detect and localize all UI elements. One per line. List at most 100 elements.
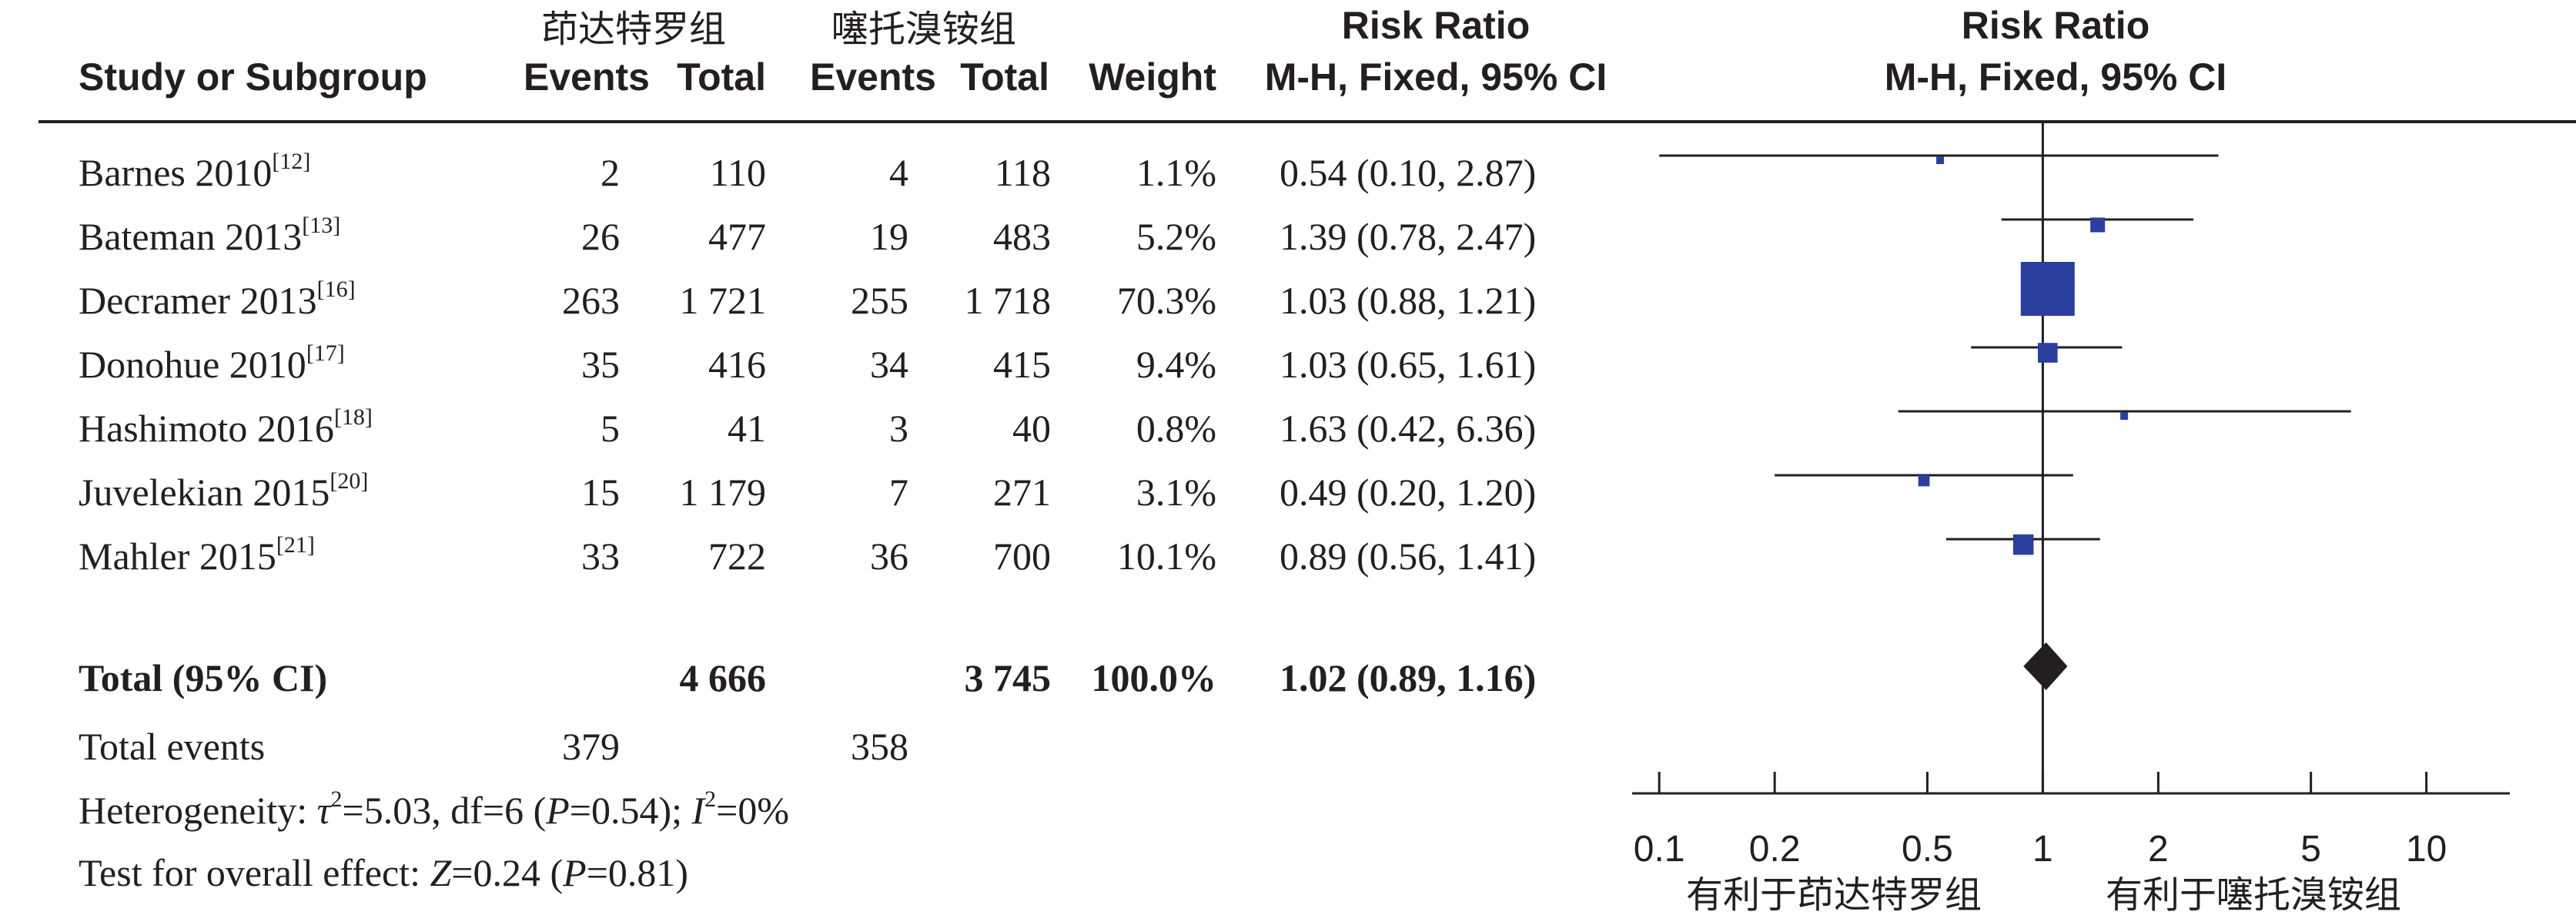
header-group1: 茚达特罗组 xyxy=(541,8,727,51)
study-reference: [20] xyxy=(330,468,369,494)
tau-sup: 2 xyxy=(330,786,343,812)
het-p-label: P xyxy=(546,789,570,832)
total-n2: 3 745 xyxy=(964,656,1052,699)
study-name-text: Donohue 2010 xyxy=(79,343,306,386)
study-reference: [13] xyxy=(302,213,341,238)
x-axis-tick-label: 0.1 xyxy=(1634,829,1685,870)
study-total2: 271 xyxy=(993,471,1051,514)
study-name-text: Mahler 2015 xyxy=(79,535,276,578)
total-n1: 4 666 xyxy=(679,656,767,699)
study-events1: 5 xyxy=(601,407,620,450)
study-total2: 700 xyxy=(993,535,1051,578)
z-label: Z xyxy=(430,851,452,894)
study-name: Barnes 2010[12] xyxy=(79,150,310,194)
study-name-text: Hashimoto 2016 xyxy=(79,407,334,450)
z-value: =0.24 ( xyxy=(451,851,564,894)
overall-p-value: =0.81) xyxy=(586,851,689,894)
overall-p-label: P xyxy=(563,851,587,894)
header-weight: Weight xyxy=(1089,55,1216,99)
x-axis-tick-label: 5 xyxy=(2300,829,2321,870)
study-events1: 263 xyxy=(562,279,620,322)
header-rr-title: Risk Ratio xyxy=(1341,4,1531,47)
study-total1: 41 xyxy=(728,407,766,450)
total-label: Total (95% CI) xyxy=(79,656,328,699)
header-rule xyxy=(38,120,2576,123)
study-effect-square xyxy=(2020,262,2075,316)
heterogeneity-line: Heterogeneity: τ2=5.03, df=6 (P=0.54); I… xyxy=(79,788,790,832)
favours-left-label: 有利于茚达特罗组 xyxy=(1686,873,1982,917)
study-weight: 10.1% xyxy=(1116,535,1216,578)
x-axis-tick-label: 0.2 xyxy=(1749,829,1801,870)
study-events1: 35 xyxy=(581,343,620,386)
study-total2: 40 xyxy=(1012,407,1051,450)
study-ci: 0.49 (0.20, 1.20) xyxy=(1280,471,1537,514)
study-total1: 477 xyxy=(708,215,766,258)
study-effect-square xyxy=(2012,534,2034,555)
study-events1: 26 xyxy=(581,215,620,258)
study-effect-square xyxy=(2038,343,2058,363)
total-events-e1: 379 xyxy=(562,725,620,768)
header-study: Study or Subgroup xyxy=(79,55,427,99)
study-name-text: Barnes 2010 xyxy=(79,151,273,194)
header-group2-events: Events xyxy=(810,55,936,99)
het-p-value: =0.54); xyxy=(569,789,692,832)
study-effect-square xyxy=(1936,156,1945,164)
tau-value: =5.03, df=6 ( xyxy=(342,789,547,832)
favours-right-label: 有利于噻托溴铵组 xyxy=(2106,873,2402,917)
i-label: I xyxy=(691,789,705,832)
i-value: =0% xyxy=(716,789,790,832)
x-axis-tick-label: 1 xyxy=(2032,829,2053,870)
study-total2: 118 xyxy=(994,151,1051,194)
study-weight: 5.2% xyxy=(1136,215,1216,258)
study-ci: 1.03 (0.65, 1.61) xyxy=(1280,343,1537,386)
overall-prefix: Test for overall effect: xyxy=(79,851,430,894)
study-weight: 9.4% xyxy=(1136,343,1216,386)
study-events2: 34 xyxy=(870,343,908,386)
overall-effect-line: Test for overall effect: Z=0.24 (P=0.81) xyxy=(79,853,688,892)
study-events2: 7 xyxy=(889,471,908,514)
header-group1-total: Total xyxy=(677,55,766,99)
study-name: Bateman 2013[13] xyxy=(79,214,340,258)
study-total1: 110 xyxy=(709,151,766,194)
header-group1-events: Events xyxy=(524,55,650,99)
pooled-effect-diamond xyxy=(2023,642,2068,690)
total-ci: 1.02 (0.89, 1.16) xyxy=(1280,656,1537,699)
study-reference: [17] xyxy=(306,340,345,366)
study-name-text: Bateman 2013 xyxy=(79,215,303,258)
total-events-e2: 358 xyxy=(851,725,908,768)
header-plot-method: M-H, Fixed, 95% CI xyxy=(1884,55,2227,99)
study-weight: 70.3% xyxy=(1116,279,1216,322)
study-name: Decramer 2013[16] xyxy=(79,278,356,322)
study-effect-square xyxy=(1918,474,1930,487)
study-ci: 1.63 (0.42, 6.36) xyxy=(1280,407,1537,450)
x-axis-tick-label: 2 xyxy=(2148,829,2169,870)
study-name: Mahler 2015[21] xyxy=(79,534,315,578)
study-weight: 0.8% xyxy=(1136,407,1216,450)
study-total1: 722 xyxy=(708,535,766,578)
header-group2: 噻托溴铵组 xyxy=(831,8,1017,51)
x-axis-tick-label: 10 xyxy=(2406,829,2447,870)
study-ci: 0.89 (0.56, 1.41) xyxy=(1280,535,1537,578)
study-reference: [16] xyxy=(316,277,356,302)
study-weight: 1.1% xyxy=(1136,151,1216,194)
study-events1: 2 xyxy=(601,151,620,194)
header-rr-method: M-H, Fixed, 95% CI xyxy=(1264,55,1607,99)
study-ci: 0.54 (0.10, 2.87) xyxy=(1280,151,1537,194)
header-group2-total: Total xyxy=(960,55,1049,99)
study-name-text: Decramer 2013 xyxy=(79,279,317,322)
total-weight: 100.0% xyxy=(1091,656,1217,699)
i-sup: 2 xyxy=(704,786,717,812)
study-total1: 1 179 xyxy=(679,471,767,514)
study-name: Juvelekian 2015[20] xyxy=(79,470,368,512)
study-name: Donohue 2010[17] xyxy=(79,342,345,386)
study-reference: [21] xyxy=(276,532,315,558)
study-effect-square xyxy=(2120,412,2129,420)
study-events1: 15 xyxy=(581,471,620,514)
tau-symbol: τ xyxy=(316,789,331,832)
study-effect-square xyxy=(2090,217,2106,233)
study-weight: 3.1% xyxy=(1136,471,1216,514)
study-events1: 33 xyxy=(581,535,620,578)
study-reference: [12] xyxy=(272,149,311,174)
heterogeneity-prefix: Heterogeneity: xyxy=(79,789,317,832)
